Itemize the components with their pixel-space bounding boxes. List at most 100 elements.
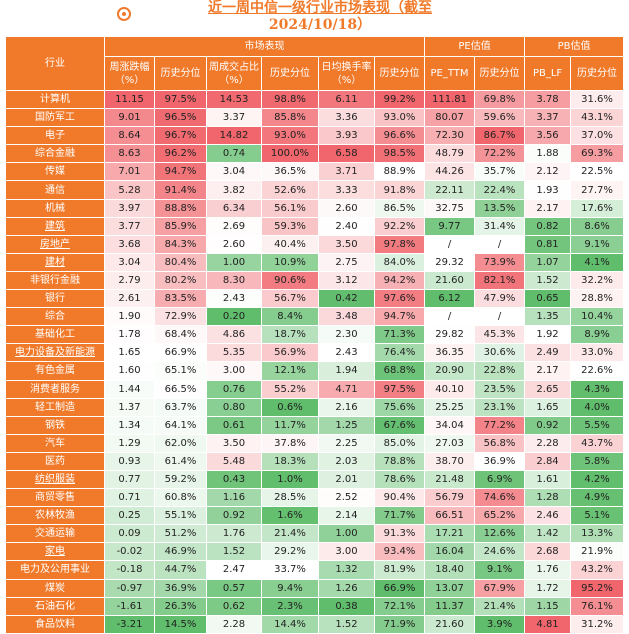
table-row: 消费者服务 1.44 66.5% 0.76 55.2% 4.71 97.5% 40.10 23.…: [5, 379, 625, 399]
cell-hist-3: 66.9%: [373, 578, 426, 598]
header-industry: 行业: [5, 36, 105, 91]
cell-pe-ttm: 16.04: [424, 542, 476, 562]
cell-pb-lf: 1.76: [524, 560, 572, 580]
cell-hist-2: 1.0%: [261, 469, 319, 490]
cell-industry: 钢铁: [5, 415, 105, 435]
cell-industry: 建筑: [5, 216, 105, 236]
cell-pb-lf: 3.56: [524, 126, 572, 146]
cell-hist-1: 85.9%: [154, 216, 207, 236]
cell-week-turnover: 3.82: [206, 180, 262, 200]
cell-pb-lf: 1.93: [524, 180, 572, 200]
cell-daily-turnover: 1.32: [318, 560, 375, 580]
cell-week-turnover: 2.43: [206, 289, 262, 309]
table-row: 家电 -0.02 46.9% 1.52 29.2% 3.00 93.4% 16.04 24.6%…: [5, 542, 625, 562]
cell-industry: 家电: [5, 542, 105, 562]
cell-hist-2: 36.5%: [261, 162, 319, 182]
table-row: 石油石化 -1.61 26.3% 0.62 2.3% 0.38 72.1% 11.37 21.4…: [5, 596, 625, 616]
cell-hist-1: 36.9%: [154, 578, 207, 598]
header-daily-turnover: 日均换手率（%）: [318, 56, 375, 91]
cell-industry: 计算机: [5, 89, 105, 110]
cell-daily-turnover: 2.40: [318, 216, 375, 236]
cell-daily-turnover: 3.36: [318, 108, 375, 128]
citic-logo-icon: [117, 7, 131, 21]
cell-daily-turnover: 1.00: [318, 524, 375, 544]
cell-pe-ttm: 11.37: [424, 596, 476, 616]
cell-hist-5: 8.9%: [570, 325, 625, 345]
cell-daily-turnover: 3.33: [318, 180, 375, 200]
cell-hist-2: 0.6%: [261, 397, 319, 417]
cell-hist-2: 10.9%: [261, 252, 319, 272]
cell-hist-3: 68.8%: [373, 361, 426, 381]
cell-industry: 通信: [5, 180, 105, 200]
title-area: 近一周中信一级行业市场表现（截至 2024/10/18）: [0, 0, 629, 36]
industry-performance-table: 行业 市场表现 PE估值 PB估值 周涨跌幅（%） 历史分位 周成交占比（%） …: [5, 36, 625, 634]
cell-pb-lf: 0.92: [524, 415, 572, 435]
cell-pb-lf: 2.12: [524, 162, 572, 182]
cell-hist-2: 56.7%: [261, 289, 319, 309]
cell-pe-ttm: 111.81: [424, 89, 476, 110]
cell-week-change: 1.29: [104, 433, 155, 453]
cell-hist-5: 32.2%: [570, 270, 625, 291]
cell-hist-3: 81.9%: [373, 560, 426, 580]
cell-hist-3: 97.6%: [373, 289, 426, 309]
cell-hist-3: 97.5%: [373, 379, 426, 399]
cell-pe-ttm: 48.79: [424, 144, 476, 164]
cell-industry: 医药: [5, 451, 105, 471]
cell-week-change: -1.61: [104, 596, 155, 616]
cell-pe-ttm: 20.90: [424, 361, 476, 381]
cell-daily-turnover: 3.48: [318, 307, 375, 327]
cell-hist-4: 69.8%: [474, 89, 526, 110]
cell-hist-5: 27.7%: [570, 180, 625, 200]
cell-hist-2: 52.6%: [261, 180, 319, 200]
cell-week-turnover: 3.37: [206, 108, 262, 128]
cell-week-change: 3.97: [104, 198, 155, 218]
cell-industry: 纺织服装: [5, 469, 105, 490]
cell-daily-turnover: 0.38: [318, 596, 375, 616]
cell-daily-turnover: 3.71: [318, 162, 375, 182]
cell-hist-3: 76.4%: [373, 343, 426, 363]
cell-week-change: 1.90: [104, 307, 155, 327]
cell-hist-5: 21.9%: [570, 542, 625, 562]
cell-hist-2: 12.1%: [261, 361, 319, 381]
cell-hist-4: 31.4%: [474, 216, 526, 236]
cell-daily-turnover: 2.03: [318, 451, 375, 471]
cell-industry: 房地产: [5, 234, 105, 254]
cell-pe-ttm: 80.07: [424, 108, 476, 128]
cell-pe-ttm: 21.60: [424, 270, 476, 291]
cell-daily-turnover: 2.25: [318, 433, 375, 453]
table-row: 综合 1.90 72.9% 0.20 8.4% 3.48 94.7% //1.35 10.4%: [5, 307, 625, 327]
cell-week-turnover: 2.47: [206, 560, 262, 580]
cell-pe-ttm: 29.82: [424, 325, 476, 345]
cell-hist-3: 94.2%: [373, 270, 426, 291]
cell-pb-lf: 1.72: [524, 578, 572, 598]
cell-hist-4: 22.8%: [474, 361, 526, 381]
cell-pe-ttm: 38.70: [424, 451, 476, 471]
cell-pb-lf: 3.37: [524, 108, 572, 128]
cell-pb-lf: 2.68: [524, 542, 572, 562]
table-row: 电力设备及新能源 1.65 66.9% 5.35 56.9% 2.43 76.4% 36.35…: [5, 343, 625, 363]
cell-daily-turnover: 3.00: [318, 542, 375, 562]
cell-industry: 银行: [5, 289, 105, 309]
cell-daily-turnover: 2.16: [318, 397, 375, 417]
cell-hist-3: 72.1%: [373, 596, 426, 616]
cell-hist-3: 94.7%: [373, 307, 426, 327]
cell-hist-2: 33.7%: [261, 560, 319, 580]
cell-week-change: 1.37: [104, 397, 155, 417]
cell-week-change: 7.01: [104, 162, 155, 182]
cell-pe-ttm: 9.77: [424, 216, 476, 236]
cell-hist-4: 74.6%: [474, 488, 526, 508]
header-group-pe: PE估值: [424, 36, 526, 57]
cell-industry: 食品饮料: [5, 614, 105, 634]
cell-pb-lf: 1.07: [524, 252, 572, 272]
cell-pe-ttm: 40.10: [424, 379, 476, 399]
cell-pe-ttm: 17.21: [424, 524, 476, 544]
cell-hist-2: 100.0%: [261, 144, 319, 164]
cell-pb-lf: 2.17: [524, 198, 572, 218]
cell-hist-5: 4.9%: [570, 488, 625, 508]
cell-hist-2: 40.4%: [261, 234, 319, 254]
cell-hist-4: 56.8%: [474, 433, 526, 453]
table-row: 非银行金融 2.79 80.2% 8.30 90.6% 3.12 94.2% 21.60 82.…: [5, 270, 625, 291]
cell-hist-4: 23.5%: [474, 379, 526, 399]
cell-hist-2: 55.2%: [261, 379, 319, 399]
cell-hist-1: 84.3%: [154, 234, 207, 254]
